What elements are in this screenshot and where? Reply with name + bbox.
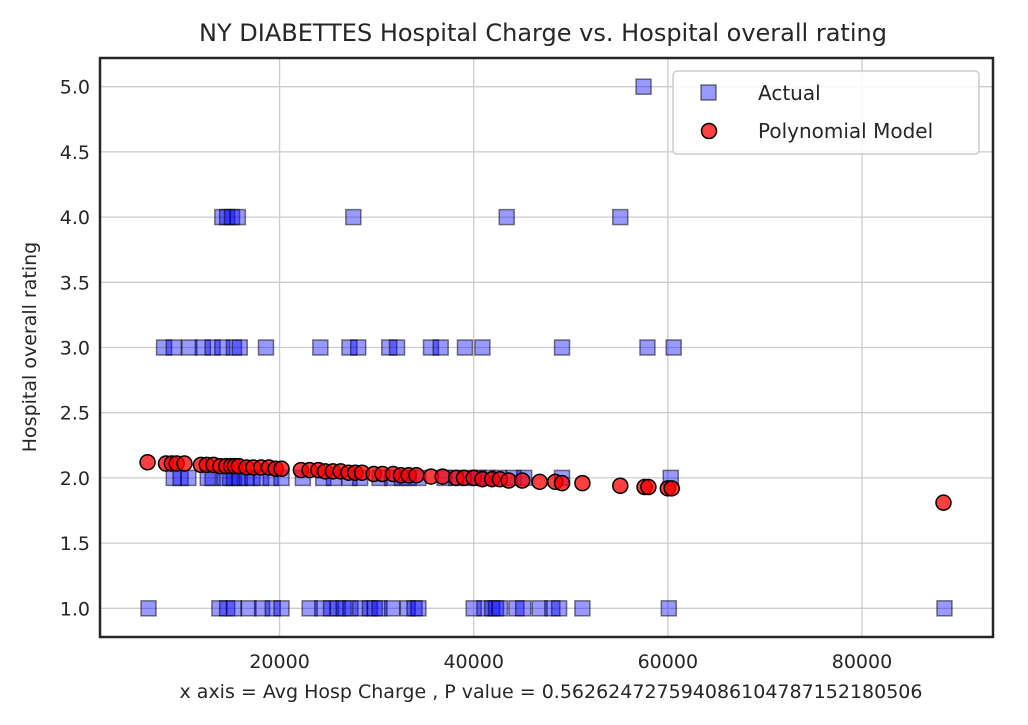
actual-point [181, 339, 198, 356]
actual-point [371, 600, 388, 617]
actual-point [665, 339, 682, 356]
actual-point [550, 600, 568, 617]
polynomial-model-series [139, 454, 952, 511]
y-tick-label: 5.0 [60, 77, 90, 99]
actual-point [229, 208, 247, 226]
legend-actual-marker [700, 84, 717, 101]
y-tick-label: 2.5 [60, 403, 90, 425]
actual-point [410, 600, 427, 617]
actual-point [231, 339, 249, 356]
actual-point [349, 339, 367, 356]
actual-point [155, 339, 173, 356]
actual-point [301, 600, 318, 617]
actual-point [341, 339, 358, 356]
actual-point [165, 339, 183, 356]
actual-point [257, 339, 275, 356]
actual-point [474, 339, 491, 356]
legend: Actual Polynomial Model [672, 70, 980, 155]
x-tick-label: 60000 [638, 651, 698, 673]
legend-model-label: Polynomial Model [758, 119, 933, 143]
actual-point [273, 600, 290, 617]
y-axis-label: Hospital overall rating [19, 242, 41, 452]
y-tick-label: 1.0 [60, 598, 90, 620]
y-tick-label: 3.5 [60, 272, 90, 294]
x-tick-label: 80000 [832, 651, 892, 673]
y-tick-label: 3.0 [60, 338, 90, 360]
x-tick-label: 40000 [443, 651, 503, 673]
x-axis-label: x axis = Avg Hosp Charge , P value = 0.5… [180, 681, 923, 703]
model-point [531, 473, 548, 491]
legend-box [672, 70, 980, 155]
actual-point [531, 600, 548, 617]
model-point [176, 455, 193, 472]
actual-point [498, 208, 515, 226]
model-point [408, 467, 425, 484]
model-point [935, 494, 952, 511]
model-point [139, 454, 156, 471]
actual-point [180, 469, 197, 487]
actual-point [422, 339, 440, 356]
y-tick-label: 4.5 [60, 142, 90, 164]
actual-point [456, 339, 474, 356]
actual-point [432, 339, 449, 356]
actual-point [491, 600, 509, 617]
model-point [513, 472, 531, 489]
x-axis-ticks: 20000 40000 60000 80000 [249, 651, 892, 673]
chart-title: NY DIABETTES Hospital Charge vs. Hospita… [199, 19, 887, 47]
actual-point [342, 600, 359, 617]
legend-model-marker [700, 122, 718, 140]
model-point [663, 480, 680, 497]
actual-point [345, 208, 362, 226]
actual-point [553, 339, 571, 356]
y-tick-label: 2.0 [60, 468, 90, 490]
actual-point [388, 339, 406, 356]
actual-point [514, 600, 532, 617]
actual-point [612, 208, 629, 226]
actual-point [312, 339, 329, 356]
actual-point [194, 339, 212, 356]
actual-point [639, 339, 656, 356]
actual-point [204, 339, 221, 356]
model-point [500, 472, 517, 489]
actual-point [660, 600, 678, 617]
actual-point [936, 600, 953, 617]
model-point [434, 468, 451, 485]
actual-point [225, 600, 243, 617]
legend-actual-label: Actual [758, 81, 821, 105]
model-point [553, 474, 571, 492]
actual-point [574, 600, 591, 617]
model-point [273, 460, 290, 478]
actual-point [264, 600, 282, 617]
y-tick-label: 4.0 [60, 207, 90, 229]
actual-point [240, 600, 257, 617]
model-point [612, 477, 629, 494]
actual-point [383, 600, 401, 617]
model-point [574, 474, 591, 492]
y-tick-label: 1.5 [60, 533, 90, 555]
y-axis-ticks: 1.0 1.5 2.0 2.5 3.0 3.5 4.0 4.5 5.0 [60, 77, 90, 621]
actual-point [140, 600, 157, 617]
plot-frame [98, 56, 995, 639]
x-tick-label: 20000 [249, 651, 309, 673]
model-point [640, 478, 657, 496]
actual-point [635, 78, 652, 95]
